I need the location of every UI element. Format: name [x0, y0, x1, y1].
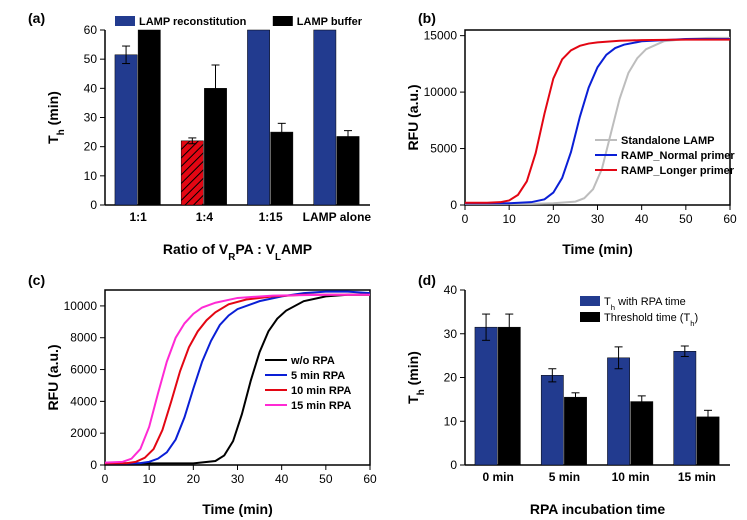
svg-text:60: 60	[84, 23, 98, 37]
svg-text:1:15: 1:15	[259, 210, 283, 224]
svg-text:RAMP_Normal primer: RAMP_Normal primer	[621, 150, 735, 162]
svg-text:50: 50	[319, 472, 333, 486]
svg-text:30: 30	[591, 212, 605, 226]
svg-text:10000: 10000	[64, 299, 98, 313]
figure: (a) (b) (c) (d) 01020304050601:11:41:15L…	[0, 0, 747, 516]
svg-text:30: 30	[84, 111, 98, 125]
svg-text:Standalone LAMP: Standalone LAMP	[621, 135, 715, 147]
svg-text:30: 30	[444, 327, 458, 341]
svg-text:60: 60	[363, 472, 377, 486]
svg-text:50: 50	[679, 212, 693, 226]
svg-text:LAMP buffer: LAMP buffer	[297, 16, 363, 28]
svg-text:0: 0	[450, 458, 457, 472]
svg-text:0: 0	[90, 458, 97, 472]
panel-a: 0 10 20 30 40 50 60 1:1 1:4 1:15 LAMP alone Ratio o…	[40, 10, 380, 260]
svg-text:Time (min): Time (min)	[562, 241, 633, 257]
svg-text:Th with RPA time: Th with RPA time	[604, 296, 686, 312]
panel-d: 0 10 20 30 40 0 min 5 min 10 min 15 min RPA incub…	[400, 270, 740, 520]
svg-text:RFU (a.u.): RFU (a.u.)	[405, 84, 421, 150]
svg-text:RFU (a.u.): RFU (a.u.)	[45, 344, 61, 410]
svg-text:10: 10	[142, 472, 156, 486]
svg-text:5 min RPA: 5 min RPA	[291, 370, 345, 382]
svg-text:10000: 10000	[424, 85, 458, 99]
svg-text:0: 0	[90, 198, 97, 212]
svg-text:15 min: 15 min	[678, 470, 716, 484]
svg-text:LAMP alone: LAMP alone	[303, 210, 372, 224]
svg-text:30: 30	[231, 472, 245, 486]
svg-text:1:1: 1:1	[129, 210, 147, 224]
svg-text:10: 10	[444, 414, 458, 428]
svg-text:15 min RPA: 15 min RPA	[291, 400, 351, 412]
svg-text:15000: 15000	[424, 29, 458, 43]
svg-text:1:4: 1:4	[196, 210, 214, 224]
svg-text:Threshold time (Th): Threshold time (Th)	[604, 312, 698, 328]
svg-text:10: 10	[502, 212, 516, 226]
svg-text:40: 40	[84, 81, 98, 95]
svg-text:w/o RPA: w/o RPA	[290, 355, 335, 367]
svg-text:8000: 8000	[70, 331, 97, 345]
svg-text:Time (min): Time (min)	[202, 501, 273, 517]
svg-text:40: 40	[444, 283, 458, 297]
svg-text:40: 40	[635, 212, 649, 226]
svg-text:20: 20	[84, 140, 98, 154]
svg-text:6000: 6000	[70, 363, 97, 377]
svg-text:0: 0	[462, 212, 469, 226]
svg-text:60: 60	[723, 212, 737, 226]
svg-text:Ratio of VRPA : VLAMP: Ratio of VRPA : VLAMP	[163, 241, 312, 260]
svg-text:20: 20	[187, 472, 201, 486]
panel-c: 0 10 20 30 40 50 60 0 2000 4000 6000 8000 10000 Time …	[40, 270, 380, 520]
svg-text:RPA incubation time: RPA incubation time	[530, 501, 666, 517]
panel-b: 0 10 20 30 40 50 60 0 5000 10000 15000 Time (min) RF…	[400, 10, 740, 260]
svg-text:0: 0	[450, 198, 457, 212]
svg-text:50: 50	[84, 52, 98, 66]
svg-text:10 min RPA: 10 min RPA	[291, 385, 351, 397]
svg-text:RAMP_Longer primer: RAMP_Longer primer	[621, 165, 735, 177]
svg-text:40: 40	[275, 472, 289, 486]
svg-text:0 min: 0 min	[482, 470, 513, 484]
svg-text:5 min: 5 min	[549, 470, 580, 484]
svg-text:LAMP reconstitution: LAMP reconstitution	[139, 16, 247, 28]
svg-text:Th (min): Th (min)	[45, 91, 67, 144]
svg-text:10: 10	[84, 169, 98, 183]
svg-text:Th (min): Th (min)	[405, 351, 427, 404]
svg-text:5000: 5000	[430, 142, 457, 156]
svg-text:2000: 2000	[70, 426, 97, 440]
svg-text:20: 20	[444, 371, 458, 385]
svg-text:0: 0	[102, 472, 109, 486]
svg-text:10 min: 10 min	[612, 470, 650, 484]
svg-text:20: 20	[547, 212, 561, 226]
svg-text:4000: 4000	[70, 394, 97, 408]
